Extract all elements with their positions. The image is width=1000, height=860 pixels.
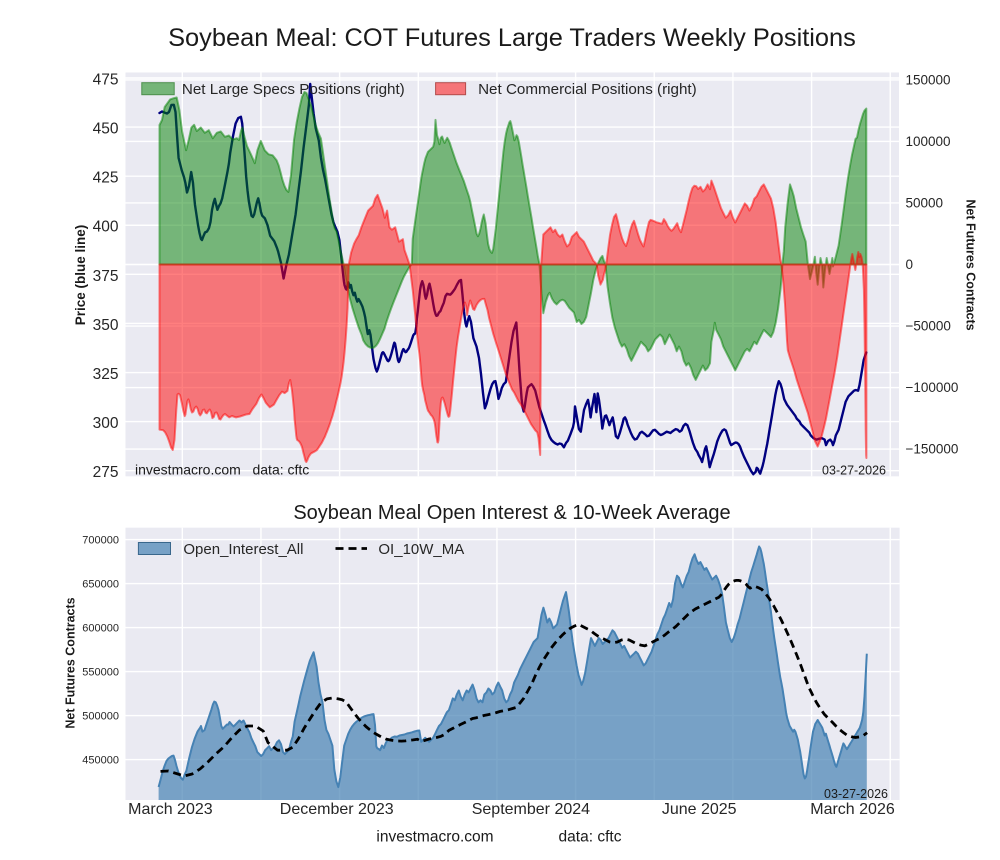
svg-text:Soybean Meal Open Interest & 1: Soybean Meal Open Interest & 10-Week Ave…	[293, 502, 730, 524]
svg-text:425: 425	[93, 170, 119, 187]
svg-text:data: cftc: data: cftc	[559, 829, 622, 846]
svg-text:−150000: −150000	[906, 442, 959, 457]
svg-text:400: 400	[93, 219, 119, 236]
svg-text:450000: 450000	[82, 755, 119, 767]
svg-text:investmacro.com: investmacro.com	[376, 829, 493, 846]
svg-text:March 2023: March 2023	[128, 801, 213, 818]
svg-text:September 2024: September 2024	[472, 801, 590, 818]
svg-text:100000: 100000	[906, 134, 951, 149]
svg-text:−50000: −50000	[906, 319, 951, 334]
svg-text:Soybean Meal: COT Futures Larg: Soybean Meal: COT Futures Large Traders …	[168, 24, 856, 52]
svg-text:Net Large Specs Positions (rig: Net Large Specs Positions (right)	[182, 81, 405, 98]
svg-text:OI_10W_MA: OI_10W_MA	[378, 541, 464, 558]
svg-text:550000: 550000	[82, 667, 119, 679]
svg-text:0: 0	[906, 257, 914, 272]
svg-text:December 2023: December 2023	[280, 801, 394, 818]
svg-text:03-27-2026: 03-27-2026	[824, 787, 888, 801]
svg-text:Open_Interest_All: Open_Interest_All	[183, 541, 303, 558]
svg-text:Net Commercial Positions (righ: Net Commercial Positions (right)	[478, 81, 697, 98]
svg-text:650000: 650000	[82, 579, 119, 591]
svg-text:June 2025: June 2025	[662, 801, 737, 818]
svg-text:600000: 600000	[82, 623, 119, 635]
svg-text:375: 375	[93, 268, 119, 285]
svg-text:500000: 500000	[82, 711, 119, 723]
svg-text:700000: 700000	[82, 535, 119, 547]
svg-text:450: 450	[93, 121, 119, 138]
svg-text:325: 325	[93, 366, 119, 383]
svg-text:150000: 150000	[906, 73, 951, 88]
svg-text:475: 475	[93, 71, 119, 88]
svg-text:50000: 50000	[906, 196, 944, 211]
svg-text:300: 300	[93, 415, 119, 432]
svg-text:275: 275	[93, 464, 119, 481]
svg-text:March 2026: March 2026	[810, 801, 895, 818]
svg-text:350: 350	[93, 317, 119, 334]
svg-text:Price (blue line): Price (blue line)	[73, 225, 88, 326]
svg-text:03-27-2026: 03-27-2026	[822, 464, 886, 478]
svg-text:−100000: −100000	[906, 380, 959, 395]
svg-text:investmacro.com data: cftc: investmacro.com data: cftc	[135, 462, 309, 478]
svg-text:Net Futures Contracts: Net Futures Contracts	[964, 199, 978, 330]
svg-text:Net Futures Contracts: Net Futures Contracts	[64, 597, 78, 728]
